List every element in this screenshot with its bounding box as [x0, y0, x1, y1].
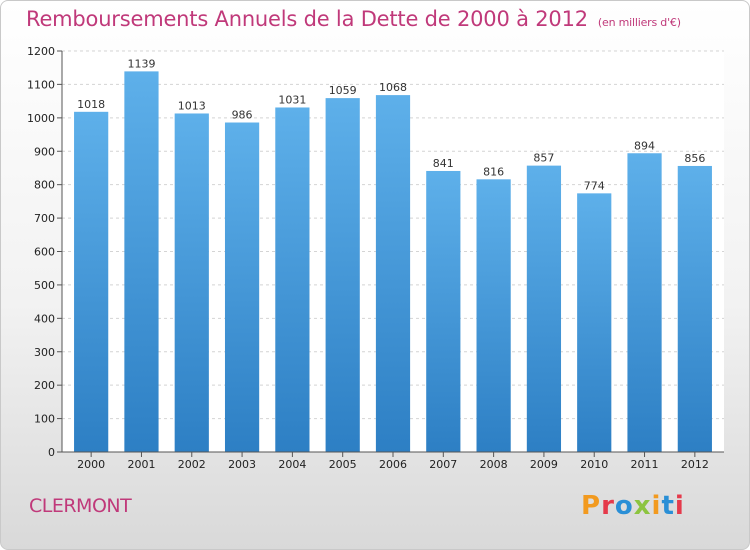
value-label-2008: 816 [483, 165, 504, 178]
value-label-2000: 1018 [77, 98, 105, 111]
bar-2009[interactable] [526, 165, 562, 452]
y-tick-label: 0 [48, 446, 55, 459]
x-tick-label-2010: 2010 [580, 458, 608, 471]
value-label-2007: 841 [433, 157, 454, 170]
x-tick-label-2011: 2011 [631, 458, 659, 471]
y-tick-label: 100 [34, 413, 55, 426]
bar-2001[interactable] [124, 71, 159, 453]
bar-2007[interactable] [426, 170, 461, 453]
y-tick-label: 900 [34, 145, 55, 158]
y-tick-label: 1200 [27, 45, 55, 58]
city-name: CLERMONT [29, 495, 132, 517]
bar-2004[interactable] [275, 107, 310, 452]
y-tick-label: 500 [34, 279, 55, 292]
x-tick-label-2004: 2004 [278, 458, 306, 471]
bar-2005[interactable] [325, 98, 360, 453]
value-label-2001: 1139 [127, 57, 155, 70]
logo-letter: o [614, 491, 634, 521]
x-tick-label-2005: 2005 [329, 458, 357, 471]
y-tick-label: 400 [34, 312, 55, 325]
value-label-2006: 1068 [379, 81, 407, 94]
x-tick-label-2012: 2012 [681, 458, 709, 471]
y-tick-label: 1100 [27, 78, 55, 91]
value-label-2011: 894 [634, 139, 655, 152]
y-tick-label: 800 [34, 179, 55, 192]
logo-letter: i [674, 491, 685, 521]
y-tick-label: 600 [34, 246, 55, 259]
x-tick-label-2009: 2009 [530, 458, 558, 471]
bars: 1018 1139 1013 986 1031 1059 1068 841 816 857 774 8… [74, 57, 712, 453]
value-label-2003: 986 [232, 109, 253, 122]
bar-2012[interactable] [677, 165, 712, 452]
y-tick-label: 1000 [27, 112, 55, 125]
logo-letter: P [581, 491, 602, 521]
x-tick-label-2001: 2001 [127, 458, 155, 471]
logo-letter: i [651, 491, 662, 521]
bar-2008[interactable] [476, 179, 511, 452]
x-tick-label-2006: 2006 [379, 458, 407, 471]
x-tick-label-2002: 2002 [178, 458, 206, 471]
y-axis: 0 100 200 300 400 500 600 700 800 900 1000 1100 1200 [27, 45, 63, 459]
x-tick-label-2003: 2003 [228, 458, 256, 471]
y-tick-label: 300 [34, 346, 55, 359]
value-label-2012: 856 [684, 152, 705, 165]
x-tick-label-2007: 2007 [429, 458, 457, 471]
logo-letter: x [633, 491, 652, 521]
title-text: Remboursements Annuels de la Dette de 20… [26, 7, 588, 31]
value-label-2010: 774 [584, 179, 605, 192]
y-tick-label: 200 [34, 379, 55, 392]
y-tick-label: 700 [34, 212, 55, 225]
logo-letter: r [601, 491, 615, 521]
value-label-2004: 1031 [278, 93, 306, 106]
bar-2000[interactable] [74, 111, 109, 453]
x-tick-label-2000: 2000 [77, 458, 105, 471]
value-label-2002: 1013 [178, 99, 206, 112]
logo-letter: t [661, 491, 675, 521]
x-axis: 2000 2001 2002 2003 2004 2005 2006 2007 2008 2009… [62, 451, 724, 471]
value-label-2005: 1059 [329, 84, 357, 97]
proxiti-logo[interactable]: Proxiti [581, 491, 685, 521]
bar-2002[interactable] [174, 113, 209, 452]
x-tick-label-2008: 2008 [480, 458, 508, 471]
chart-subtitle: (en milliers d'€) [597, 16, 681, 29]
bar-2006[interactable] [375, 95, 411, 453]
bar-2011[interactable] [627, 153, 662, 452]
bar-2003[interactable] [224, 122, 260, 453]
bar-2010[interactable] [577, 193, 612, 453]
value-label-2009: 857 [533, 152, 554, 165]
chart-title: Remboursements Annuels de la Dette de 20… [26, 7, 681, 31]
